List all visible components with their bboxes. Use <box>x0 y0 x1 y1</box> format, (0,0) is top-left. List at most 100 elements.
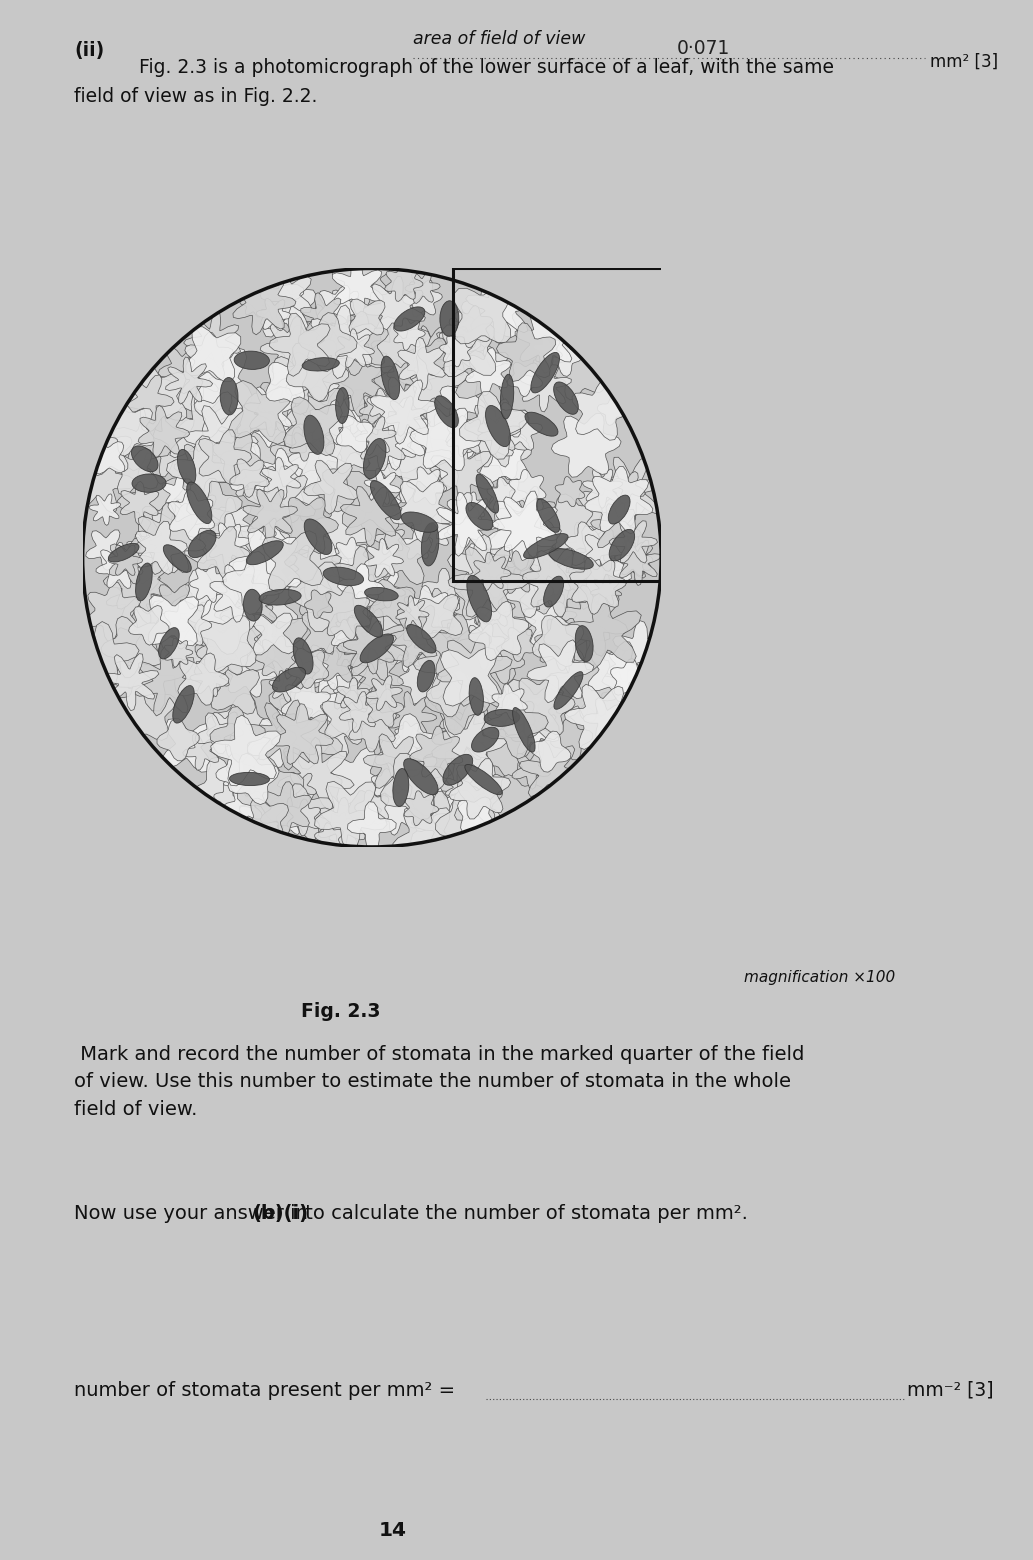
Ellipse shape <box>609 529 634 562</box>
Polygon shape <box>187 479 242 534</box>
Polygon shape <box>277 783 333 839</box>
Text: magnification ×100: magnification ×100 <box>744 970 895 986</box>
Polygon shape <box>461 409 515 466</box>
Polygon shape <box>260 782 312 836</box>
Polygon shape <box>374 743 440 808</box>
Polygon shape <box>387 691 437 741</box>
Polygon shape <box>163 601 212 649</box>
Polygon shape <box>568 688 599 718</box>
Polygon shape <box>207 523 251 566</box>
Polygon shape <box>336 415 373 452</box>
Polygon shape <box>277 736 354 813</box>
Polygon shape <box>402 585 455 638</box>
Polygon shape <box>564 521 614 569</box>
Polygon shape <box>194 644 226 677</box>
Polygon shape <box>591 504 641 554</box>
Polygon shape <box>614 471 646 504</box>
Ellipse shape <box>131 446 158 471</box>
Polygon shape <box>101 402 154 456</box>
Ellipse shape <box>220 378 238 415</box>
Polygon shape <box>153 599 188 633</box>
Polygon shape <box>578 476 646 543</box>
Polygon shape <box>464 566 533 636</box>
Polygon shape <box>246 799 288 841</box>
Polygon shape <box>315 822 343 852</box>
Polygon shape <box>154 627 221 696</box>
Polygon shape <box>455 780 498 824</box>
Polygon shape <box>247 267 304 323</box>
Polygon shape <box>434 326 481 374</box>
Polygon shape <box>365 538 404 577</box>
Polygon shape <box>327 310 388 376</box>
Polygon shape <box>228 381 292 445</box>
Polygon shape <box>533 335 563 367</box>
Text: Mark and record the number of stomata in the marked quarter of the field
of view: Mark and record the number of stomata in… <box>74 1045 805 1119</box>
Polygon shape <box>385 396 426 437</box>
Polygon shape <box>354 789 388 825</box>
Polygon shape <box>157 719 199 761</box>
Ellipse shape <box>354 605 382 636</box>
Polygon shape <box>362 441 400 479</box>
Polygon shape <box>409 613 453 660</box>
Polygon shape <box>101 616 162 677</box>
Polygon shape <box>114 413 170 471</box>
Ellipse shape <box>178 449 196 485</box>
Polygon shape <box>158 346 205 392</box>
Polygon shape <box>378 424 415 466</box>
Ellipse shape <box>163 544 191 573</box>
Polygon shape <box>275 498 339 554</box>
Polygon shape <box>331 619 359 652</box>
Ellipse shape <box>393 769 409 807</box>
Ellipse shape <box>234 351 270 370</box>
Polygon shape <box>276 697 323 749</box>
Polygon shape <box>121 661 152 690</box>
Polygon shape <box>377 530 432 585</box>
Polygon shape <box>168 490 215 541</box>
Polygon shape <box>169 568 240 638</box>
Polygon shape <box>288 537 353 601</box>
Ellipse shape <box>229 772 270 786</box>
Polygon shape <box>133 502 206 574</box>
Polygon shape <box>289 562 358 632</box>
Polygon shape <box>473 552 511 591</box>
Text: area of field of view: area of field of view <box>413 30 586 48</box>
Ellipse shape <box>273 668 306 693</box>
Polygon shape <box>447 493 479 524</box>
Polygon shape <box>198 431 252 485</box>
Polygon shape <box>249 700 319 771</box>
Polygon shape <box>214 782 249 816</box>
Polygon shape <box>551 718 593 760</box>
Polygon shape <box>563 526 631 596</box>
Polygon shape <box>384 264 422 301</box>
Polygon shape <box>85 582 140 641</box>
Polygon shape <box>332 537 370 574</box>
Polygon shape <box>608 541 650 583</box>
Polygon shape <box>438 588 487 636</box>
Polygon shape <box>135 521 187 574</box>
Polygon shape <box>523 548 592 616</box>
Polygon shape <box>503 679 564 739</box>
Polygon shape <box>139 412 205 477</box>
Polygon shape <box>288 649 328 688</box>
Polygon shape <box>383 632 412 660</box>
Polygon shape <box>455 287 510 343</box>
Polygon shape <box>178 654 229 705</box>
Polygon shape <box>73 621 139 688</box>
Polygon shape <box>393 807 461 872</box>
Polygon shape <box>448 546 528 618</box>
Polygon shape <box>281 677 331 729</box>
Polygon shape <box>216 393 272 448</box>
Polygon shape <box>405 271 440 303</box>
Polygon shape <box>317 343 390 417</box>
Polygon shape <box>264 657 295 688</box>
Polygon shape <box>274 324 323 373</box>
Polygon shape <box>336 612 372 649</box>
Polygon shape <box>355 417 396 456</box>
Polygon shape <box>234 462 273 502</box>
Polygon shape <box>509 470 546 509</box>
Polygon shape <box>366 690 404 727</box>
Polygon shape <box>493 491 558 557</box>
Text: Fig. 2.3: Fig. 2.3 <box>302 1002 380 1020</box>
Polygon shape <box>260 281 316 337</box>
Polygon shape <box>463 399 529 466</box>
